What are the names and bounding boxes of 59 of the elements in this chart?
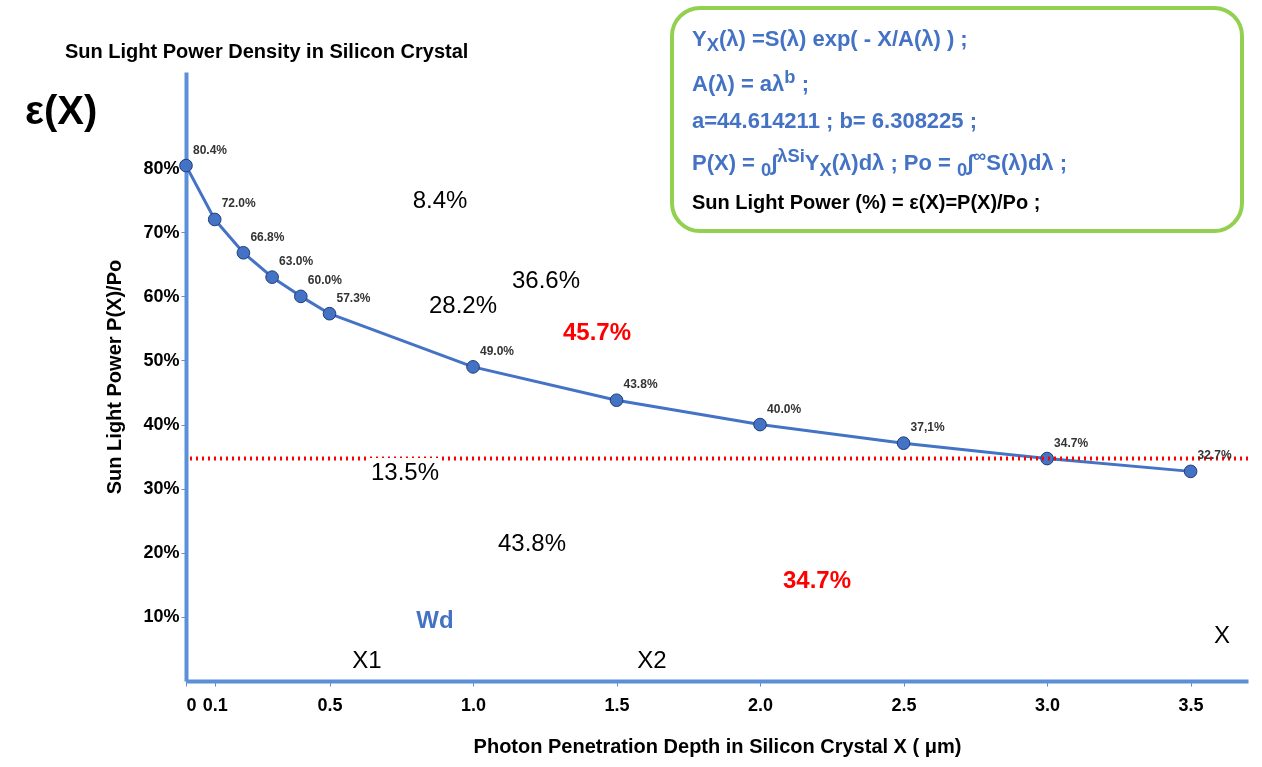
- data-label: 49.0%: [480, 343, 515, 358]
- data-label: 34.7%: [1054, 435, 1089, 450]
- x-tick-label: 0.1: [202, 694, 228, 715]
- annotation: a=44.614211 ; b= 6.308225 ;: [692, 107, 978, 136]
- data-label: 43.8%: [623, 377, 658, 392]
- point: [236, 245, 251, 260]
- annotation: X1: [350, 646, 384, 674]
- annotation: 34.7%: [780, 566, 854, 594]
- x-tick-label: 1.0: [461, 694, 487, 715]
- data-label: 66.8%: [250, 229, 285, 244]
- x-tick-label: 2.0: [748, 694, 774, 715]
- point: [207, 212, 222, 227]
- annotation: 28.2%: [426, 291, 500, 319]
- data-label: 80.4%: [192, 142, 228, 157]
- point: [179, 158, 193, 173]
- data-label: 57.3%: [336, 290, 371, 305]
- data-label: 60.0%: [307, 273, 343, 288]
- x-tick-label: 0.5: [317, 694, 343, 715]
- point: [753, 417, 767, 432]
- x-axis-title: Photon Penetration Depth in Silicon Crystal X ( μm): [473, 734, 962, 757]
- chart-title: Sun Light Power Density in Silicon Crystal: [64, 40, 469, 62]
- annotation: 36.6%: [509, 266, 583, 294]
- equation-box: Y$_{X}$(λ) =S(λ) exp( - X/A(λ) ) ; A(λ) = aλ$^{b}$ ; a=44.614211 ; b= 6.308225 ; P(X) = $_{0}$∫$^{λSi}$Y$_{X}$(λ)dλ ; Po = $_{0}$∫$^{∞}$S(λ)dλ ; Sun Light Power (%) = ε(X)=P(X)/Po ;: [670, 6, 1244, 233]
- y-tick-label: 40%: [143, 414, 180, 435]
- point: [293, 289, 308, 304]
- annotation: 8.4%: [410, 186, 470, 214]
- data-label: 37,1%: [910, 420, 945, 435]
- annotation: A(λ) = aλ$^{b}$ ;: [692, 64, 810, 98]
- annotation: Wd: [414, 606, 456, 634]
- x-tick-label: 2.5: [891, 694, 917, 715]
- point: [609, 393, 624, 408]
- y-tick-label: 70%: [143, 221, 180, 242]
- y-tick-label: 60%: [143, 285, 180, 306]
- point: [265, 270, 279, 284]
- annotation: 43.8%: [495, 529, 569, 557]
- y-tick-label: 80%: [143, 157, 180, 178]
- point: [1183, 464, 1198, 479]
- data-label: 63.0%: [279, 254, 314, 269]
- point: [466, 360, 480, 374]
- point: [322, 306, 337, 321]
- y-tick-label: 20%: [143, 542, 180, 563]
- x-tick-label: 1.5: [604, 694, 630, 715]
- text: ε(X): [25, 88, 98, 133]
- y-tick-label: 50%: [143, 349, 180, 370]
- y-tick-label: 10%: [143, 606, 180, 627]
- annotation: X2: [635, 646, 669, 674]
- x-tick-label: 0: [186, 694, 197, 715]
- y-tick-label: 30%: [143, 478, 180, 499]
- annotation: X: [1211, 621, 1233, 649]
- x-tick-label: 3.5: [1178, 694, 1204, 715]
- data-label: 40.0%: [767, 401, 802, 416]
- annotation: 13.5%: [368, 458, 442, 486]
- annotation: Sun Light Power (%) = ε(X)=P(X)/Po ;: [692, 189, 1042, 215]
- x-tick-label: 3.0: [1035, 694, 1061, 715]
- y-axis-title: Sun Light Power P(X)/Po: [103, 259, 126, 495]
- annotation: 45.7%: [560, 318, 634, 346]
- point: [896, 436, 911, 450]
- data-label: 32.7%: [1197, 448, 1232, 463]
- data-label: 72.0%: [221, 196, 257, 211]
